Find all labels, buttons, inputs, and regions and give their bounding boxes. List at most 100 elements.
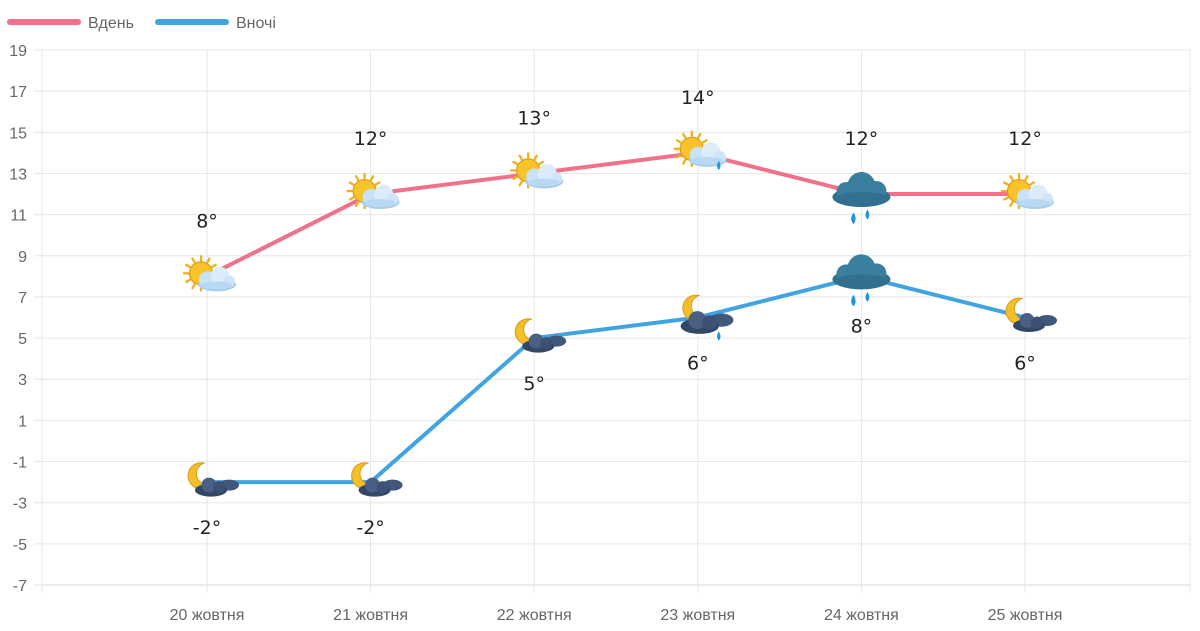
sun-ray (1029, 181, 1035, 186)
y-tick-label: 15 (9, 125, 27, 142)
night-temperature-label: 6° (1014, 353, 1036, 375)
y-tick-label: 13 (9, 166, 27, 183)
night-temperature-label: 8° (851, 315, 873, 337)
x-tick-label: 25 жовтня (988, 607, 1063, 624)
sun-ray (675, 154, 682, 159)
y-tick-label: -7 (13, 578, 27, 595)
cloud (361, 184, 400, 210)
raindrop (865, 291, 870, 302)
cloud (522, 333, 567, 353)
x-tick-label: 21 жовтня (333, 607, 408, 624)
sun-ray (369, 175, 375, 181)
moon-cloud-icon (351, 462, 403, 497)
y-tick-label: -3 (13, 496, 27, 513)
cloud-part (527, 178, 560, 187)
cloud-part (1031, 316, 1043, 329)
cloud (195, 477, 239, 497)
y-tick-label: 19 (9, 43, 27, 60)
rain-cloud-icon (832, 172, 891, 225)
y-tick-label: 3 (18, 372, 27, 389)
cloud-part (376, 481, 389, 494)
sun-ray (533, 154, 538, 161)
x-tick-label: 20 жовтня (170, 607, 245, 624)
moon-cloud-icon (187, 462, 239, 497)
sun-ray (354, 201, 360, 207)
sun-cloud-icon (510, 152, 564, 189)
sun-ray (206, 257, 211, 264)
sun-ray (697, 132, 702, 139)
sun-ray (354, 175, 360, 181)
day-temperature-label: 14° (681, 87, 715, 109)
cloud-part (835, 192, 888, 205)
raindrop (717, 331, 721, 341)
sun-ray (682, 158, 687, 165)
sun-ray (374, 181, 381, 186)
cloud-part (365, 477, 381, 493)
cloud-part (363, 199, 396, 208)
moon-cloud-rain-icon (680, 294, 734, 341)
cloud (525, 163, 564, 189)
raindrop (851, 212, 856, 225)
legend-label: Вночі (236, 15, 276, 32)
sun-ray (1009, 175, 1014, 181)
weather-icons (182, 130, 1057, 497)
y-tick-label: 1 (18, 413, 27, 430)
cloud-part (540, 337, 553, 350)
sun-ray (518, 180, 523, 187)
sun-cloud-icon (182, 255, 236, 292)
y-tick-label: -1 (13, 455, 27, 472)
y-tick-label: -5 (13, 537, 27, 554)
sun-ray (1024, 175, 1029, 181)
sun-ray (185, 278, 191, 284)
cloud (1016, 184, 1054, 210)
cloud-part (702, 315, 717, 330)
night-temperature-label: -2° (356, 517, 384, 539)
y-tick-label: 17 (9, 84, 27, 101)
moon-cloud-icon (1005, 297, 1057, 332)
night-temperature-label: 6° (687, 353, 709, 375)
sun-ray (185, 263, 191, 269)
x-tick-label: 23 жовтня (660, 607, 735, 624)
legend-label: Вдень (88, 15, 134, 32)
cloud-part (835, 274, 888, 287)
data-labels: 8° 12° 13° 14° 12° 12° -2° -2° 5° 6° 8° 6° (193, 87, 1042, 539)
raindrop (851, 294, 856, 307)
sun-ray (1009, 201, 1014, 207)
day-temperature-label: 13° (517, 107, 551, 129)
sun-ray (512, 175, 519, 181)
cloud-part (200, 281, 232, 290)
cloud-part (201, 477, 217, 493)
y-tick-label: 5 (18, 331, 27, 348)
cloud (688, 142, 727, 167)
sun-ray (682, 132, 687, 139)
cloud-part (688, 311, 707, 330)
cloud (1013, 313, 1057, 332)
moon-cloud-icon (514, 318, 567, 353)
rain-cloud-icon (832, 254, 891, 307)
sun-ray (518, 154, 523, 161)
sun-ray (1003, 196, 1009, 201)
y-tick-label: 11 (10, 208, 27, 225)
sun-ray (538, 160, 545, 166)
night-temperature-label: -2° (193, 517, 221, 539)
y-tick-label: 7 (18, 290, 27, 307)
sun-cloud-icon (1000, 172, 1054, 210)
day-temperature-label: 12° (1008, 128, 1042, 150)
chart-legend[interactable]: Вдень Вночі (7, 15, 276, 32)
cloud (680, 311, 734, 334)
sun-ray (512, 160, 519, 166)
day-temperature-label: 12° (354, 128, 388, 150)
y-tick-label: 9 (18, 249, 27, 266)
chart-grid (34, 49, 1191, 593)
sun-ray (211, 263, 217, 269)
cloud (198, 266, 236, 292)
day-temperature-label: 12° (845, 128, 879, 150)
legend-item-night[interactable]: Вночі (155, 15, 276, 32)
sun-cloud-rain-icon (673, 130, 727, 171)
sun-ray (348, 181, 355, 186)
raindrop (717, 160, 721, 171)
sun-ray (1003, 181, 1009, 186)
cloud-part (690, 156, 723, 165)
legend-item-day[interactable]: Вдень (7, 15, 134, 32)
